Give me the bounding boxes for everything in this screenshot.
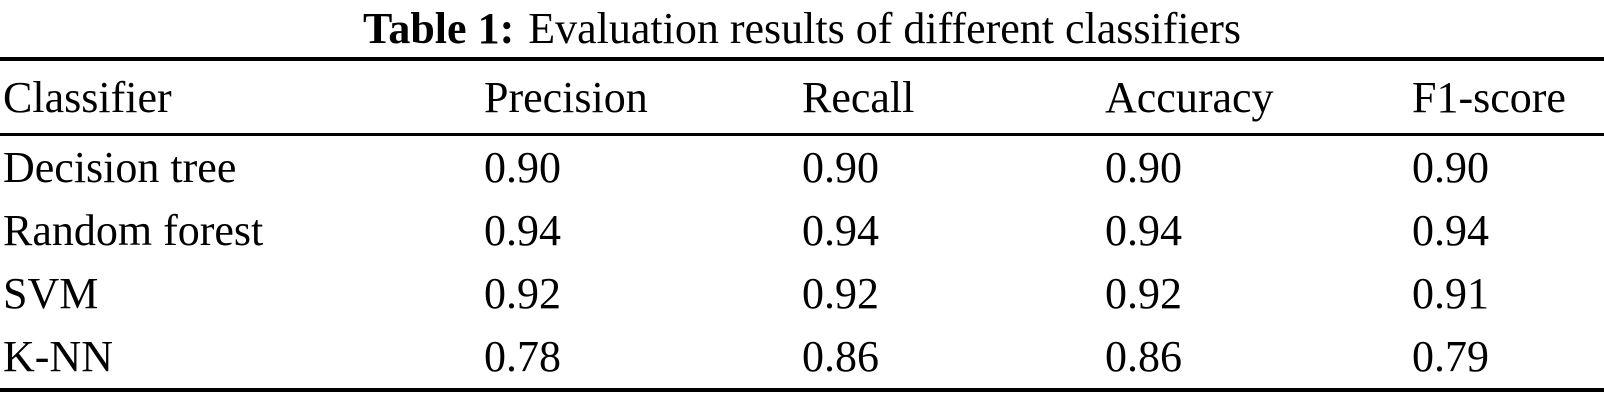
table-row: K-NN 0.78 0.86 0.86 0.79	[0, 325, 1604, 390]
cell-classifier: Random forest	[3, 206, 264, 255]
table-row: Decision tree 0.90 0.90 0.90 0.90	[0, 135, 1604, 200]
table-row: SVM 0.92 0.92 0.92 0.91	[0, 262, 1604, 325]
cell-recall: 0.94	[802, 206, 879, 255]
column-header-classifier: Classifier	[0, 59, 484, 136]
cell-accuracy: 0.86	[1105, 332, 1182, 381]
column-header-recall: Recall	[802, 59, 1105, 136]
cell-precision: 0.92	[484, 269, 561, 318]
cell-classifier: SVM	[3, 269, 99, 318]
cell-f1-score: 0.90	[1412, 143, 1489, 192]
cell-precision: 0.78	[484, 332, 561, 381]
cell-f1-score: 0.79	[1412, 332, 1489, 381]
cell-f1-score: 0.94	[1412, 206, 1489, 255]
column-header-accuracy: Accuracy	[1105, 59, 1412, 136]
results-table: Classifier Precision Recall Accuracy F1-…	[0, 57, 1604, 392]
header-row: Classifier Precision Recall Accuracy F1-…	[0, 59, 1604, 136]
column-header-precision: Precision	[484, 59, 802, 136]
cell-f1-score: 0.91	[1412, 269, 1489, 318]
caption-text: Evaluation results of different classifi…	[528, 4, 1241, 53]
table-row: Random forest 0.94 0.94 0.94 0.94	[0, 199, 1604, 262]
table-caption: Table 1: Evaluation results of different …	[0, 0, 1604, 57]
cell-classifier: Decision tree	[3, 143, 237, 192]
cell-accuracy: 0.94	[1105, 206, 1182, 255]
cell-recall: 0.90	[802, 143, 879, 192]
caption-label: Table 1:	[363, 4, 515, 53]
cell-precision: 0.94	[484, 206, 561, 255]
cell-recall: 0.92	[802, 269, 879, 318]
cell-accuracy: 0.92	[1105, 269, 1182, 318]
cell-recall: 0.86	[802, 332, 879, 381]
cell-precision: 0.90	[484, 143, 561, 192]
cell-classifier: K-NN	[3, 332, 113, 381]
cell-accuracy: 0.90	[1105, 143, 1182, 192]
column-header-f1-score: F1-score	[1412, 59, 1604, 136]
